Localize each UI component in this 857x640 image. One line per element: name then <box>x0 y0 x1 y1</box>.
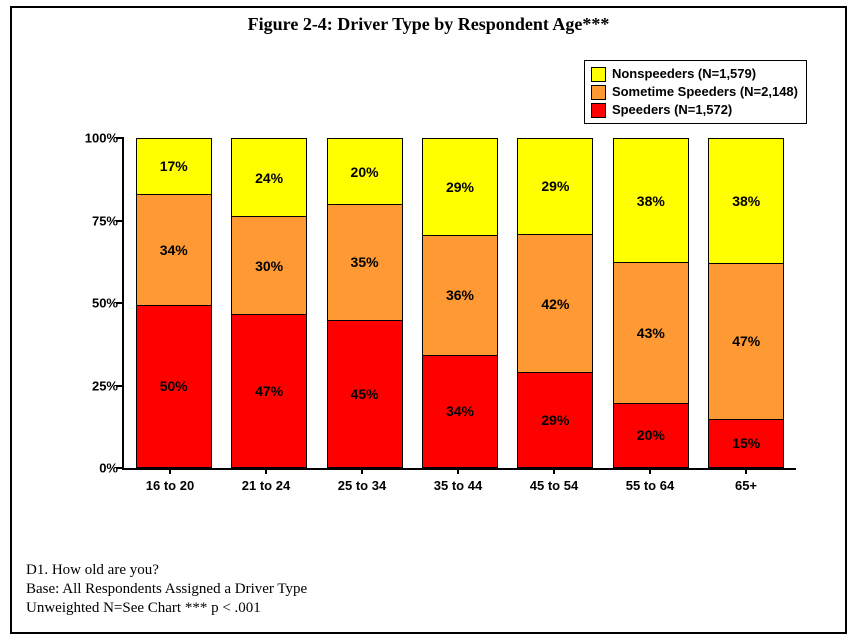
bar-segment-sometime_speeders: 30% <box>231 216 307 314</box>
bar-segment-nonspeeders: 38% <box>613 138 689 262</box>
legend-swatch-sometime <box>591 85 606 100</box>
bar-value-label: 29% <box>541 412 569 428</box>
bar-stack: 50% 34% 17% <box>136 138 212 468</box>
bar-segment-sometime_speeders: 34% <box>136 194 212 305</box>
x-tick-mark <box>125 468 215 474</box>
x-tick-mark <box>605 468 695 474</box>
x-tick-mark <box>413 468 503 474</box>
chart-area: 0%25%50%75%100% 50%34%17%47%30%24%45%35%… <box>70 138 810 508</box>
x-axis-label: 35 to 44 <box>413 478 503 493</box>
bar-segment-sometime_speeders: 43% <box>613 262 689 402</box>
bar-value-label: 34% <box>446 403 474 419</box>
bar-stack: 47% 30% 24% <box>231 138 307 468</box>
bar-segment-nonspeeders: 38% <box>708 138 784 263</box>
y-tick-label: 50% <box>70 296 118 311</box>
bar-segment-sometime_speeders: 35% <box>327 204 403 320</box>
x-tick-mark <box>701 468 791 474</box>
bar-value-label: 45% <box>351 386 379 402</box>
bar-value-label: 36% <box>446 287 474 303</box>
bar-column: 47% 30% 24% <box>231 138 307 468</box>
bar-column: 20% 43% 38% <box>613 138 689 468</box>
bars-container: 50% 34% 17% 47% 30% 24% 45% 35% 20% 34% 36% 29% 29% 4… <box>124 138 796 468</box>
bar-segment-nonspeeders: 17% <box>136 138 212 194</box>
bar-value-label: 29% <box>446 179 474 195</box>
figure-frame: Figure 2-4: Driver Type by Respondent Ag… <box>10 6 847 634</box>
legend-item-sometime: Sometime Speeders (N=2,148) <box>591 83 798 101</box>
bar-stack: 45% 35% 20% <box>327 138 403 468</box>
footnote-line: D1. How old are you? <box>26 561 307 580</box>
bar-column: 45% 35% 20% <box>327 138 403 468</box>
legend-label-sometime: Sometime Speeders (N=2,148) <box>612 83 798 101</box>
legend-label-nonspeeders: Nonspeeders (N=1,579) <box>612 65 756 83</box>
bar-value-label: 47% <box>732 333 760 349</box>
x-axis-label: 55 to 64 <box>605 478 695 493</box>
bar-value-label: 50% <box>160 378 188 394</box>
bar-value-label: 34% <box>160 242 188 258</box>
bar-segment-speeders: 20% <box>613 403 689 468</box>
bar-value-label: 17% <box>160 158 188 174</box>
bar-value-label: 20% <box>637 427 665 443</box>
bar-segment-nonspeeders: 20% <box>327 138 403 204</box>
bar-segment-speeders: 29% <box>517 372 593 468</box>
footnote-line: Base: All Respondents Assigned a Driver … <box>26 580 307 599</box>
bar-value-label: 15% <box>732 435 760 451</box>
bar-value-label: 43% <box>637 325 665 341</box>
plot-area: 50% 34% 17% 47% 30% 24% 45% 35% 20% 34% 36% 29% 29% 4… <box>122 138 796 470</box>
bar-value-label: 38% <box>637 193 665 209</box>
bar-value-label: 20% <box>351 164 379 180</box>
x-tick-mark <box>221 468 311 474</box>
bar-stack: 29% 42% 29% <box>517 138 593 468</box>
y-tick-label: 25% <box>70 378 118 393</box>
legend-swatch-nonspeeders <box>591 67 606 82</box>
legend-item-nonspeeders: Nonspeeders (N=1,579) <box>591 65 798 83</box>
bar-segment-sometime_speeders: 42% <box>517 234 593 373</box>
legend-item-speeders: Speeders (N=1,572) <box>591 101 798 119</box>
x-tick-mark <box>317 468 407 474</box>
bar-stack: 15% 47% 38% <box>708 138 784 468</box>
bar-segment-speeders: 45% <box>327 320 403 469</box>
bar-segment-speeders: 50% <box>136 305 212 468</box>
bar-stack: 34% 36% 29% <box>422 138 498 468</box>
x-tick-marks <box>122 468 794 474</box>
y-tick-label: 100% <box>70 131 118 146</box>
x-axis-label: 16 to 20 <box>125 478 215 493</box>
bar-value-label: 24% <box>255 170 283 186</box>
bar-value-label: 29% <box>541 178 569 194</box>
legend-swatch-speeders <box>591 103 606 118</box>
legend-label-speeders: Speeders (N=1,572) <box>612 101 732 119</box>
bar-value-label: 35% <box>351 254 379 270</box>
bar-segment-nonspeeders: 24% <box>231 138 307 216</box>
x-axis-label: 21 to 24 <box>221 478 311 493</box>
bar-segment-speeders: 34% <box>422 355 498 468</box>
x-tick-mark <box>509 468 599 474</box>
x-axis-labels: 16 to 20 21 to 24 25 to 34 35 to 44 45 to 54… <box>122 478 794 493</box>
x-axis-label: 45 to 54 <box>509 478 599 493</box>
bar-value-label: 30% <box>255 258 283 274</box>
chart-legend: Nonspeeders (N=1,579) Sometime Speeders … <box>584 60 807 124</box>
bar-segment-speeders: 15% <box>708 419 784 469</box>
bar-segment-sometime_speeders: 36% <box>422 235 498 355</box>
bar-segment-nonspeeders: 29% <box>422 138 498 235</box>
bar-value-label: 38% <box>732 193 760 209</box>
y-tick-label: 75% <box>70 213 118 228</box>
bar-stack: 20% 43% 38% <box>613 138 689 468</box>
figure-footnote: D1. How old are you? Base: All Responden… <box>26 561 307 618</box>
bar-column: 15% 47% 38% <box>708 138 784 468</box>
bar-column: 34% 36% 29% <box>422 138 498 468</box>
x-axis-label: 65+ <box>701 478 791 493</box>
figure-title: Figure 2-4: Driver Type by Respondent Ag… <box>12 8 845 35</box>
bar-column: 29% 42% 29% <box>517 138 593 468</box>
bar-segment-nonspeeders: 29% <box>517 138 593 234</box>
bar-segment-speeders: 47% <box>231 314 307 468</box>
bar-value-label: 42% <box>541 296 569 312</box>
footnote-line: Unweighted N=See Chart *** p < .001 <box>26 599 307 618</box>
bar-segment-sometime_speeders: 47% <box>708 263 784 418</box>
x-axis-label: 25 to 34 <box>317 478 407 493</box>
bar-value-label: 47% <box>255 383 283 399</box>
y-tick-label: 0% <box>70 461 118 476</box>
bar-column: 50% 34% 17% <box>136 138 212 468</box>
